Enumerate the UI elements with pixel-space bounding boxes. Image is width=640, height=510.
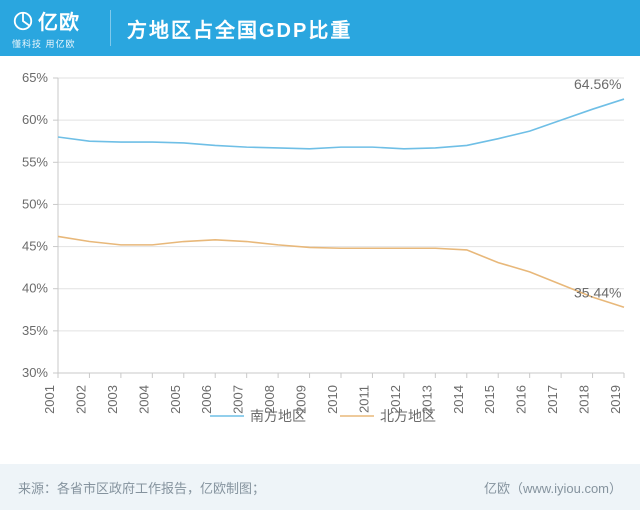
brand-logo: 亿欧 懂科技 用亿欧: [0, 0, 94, 56]
x-tick-label: 2006: [199, 385, 214, 414]
footer-bar: 来源：各省市区政府工作报告，亿欧制图； 亿欧（www.iyiou.com）: [0, 464, 640, 510]
x-tick-label: 2015: [482, 385, 497, 414]
x-tick-label: 2004: [136, 385, 151, 414]
x-tick-label: 2017: [545, 385, 560, 414]
series-line: [58, 236, 624, 307]
series-end-label: 64.56%: [574, 76, 621, 92]
logo-subtitle: 懂科技 用亿欧: [12, 37, 80, 50]
y-tick-label: 40%: [22, 281, 48, 296]
y-tick-label: 60%: [22, 112, 48, 127]
series-end-label: 35.44%: [574, 284, 621, 300]
x-tick-label: 2001: [42, 385, 57, 414]
series-line: [58, 99, 624, 149]
legend-label: 南方地区: [250, 408, 306, 424]
y-tick-label: 65%: [22, 70, 48, 85]
y-tick-label: 50%: [22, 196, 48, 211]
y-tick-label: 45%: [22, 239, 48, 254]
x-tick-label: 2005: [168, 385, 183, 414]
y-tick-label: 55%: [22, 154, 48, 169]
x-tick-label: 2014: [451, 385, 466, 414]
x-tick-label: 2016: [514, 385, 529, 414]
x-tick-label: 2002: [73, 385, 88, 414]
header-bar: 亿欧 懂科技 用亿欧 方地区占全国GDP比重: [0, 0, 640, 56]
footer-brand: 亿欧（www.iyiou.com）: [484, 478, 622, 497]
x-tick-label: 2003: [105, 385, 120, 414]
chart-title: 方地区占全国GDP比重: [127, 14, 352, 43]
x-tick-label: 2007: [231, 385, 246, 414]
header-divider: [110, 10, 111, 46]
line-chart: 30% 35% 40% 45% 50% 55% 60% 65% 2001 2002 2003 2004…: [0, 56, 640, 464]
logo-icon: [12, 10, 34, 32]
x-tick-label: 2011: [356, 385, 371, 413]
x-tick-label: 2018: [577, 385, 592, 414]
source-text: 来源：各省市区政府工作报告，亿欧制图；: [18, 478, 265, 497]
legend-label: 北方地区: [380, 408, 436, 424]
x-tick-label: 2019: [608, 385, 623, 414]
y-tick-label: 35%: [22, 323, 48, 338]
y-tick-label: 30%: [22, 365, 48, 380]
x-tick-label: 2010: [325, 385, 340, 414]
logo-text: 亿欧: [38, 6, 80, 35]
